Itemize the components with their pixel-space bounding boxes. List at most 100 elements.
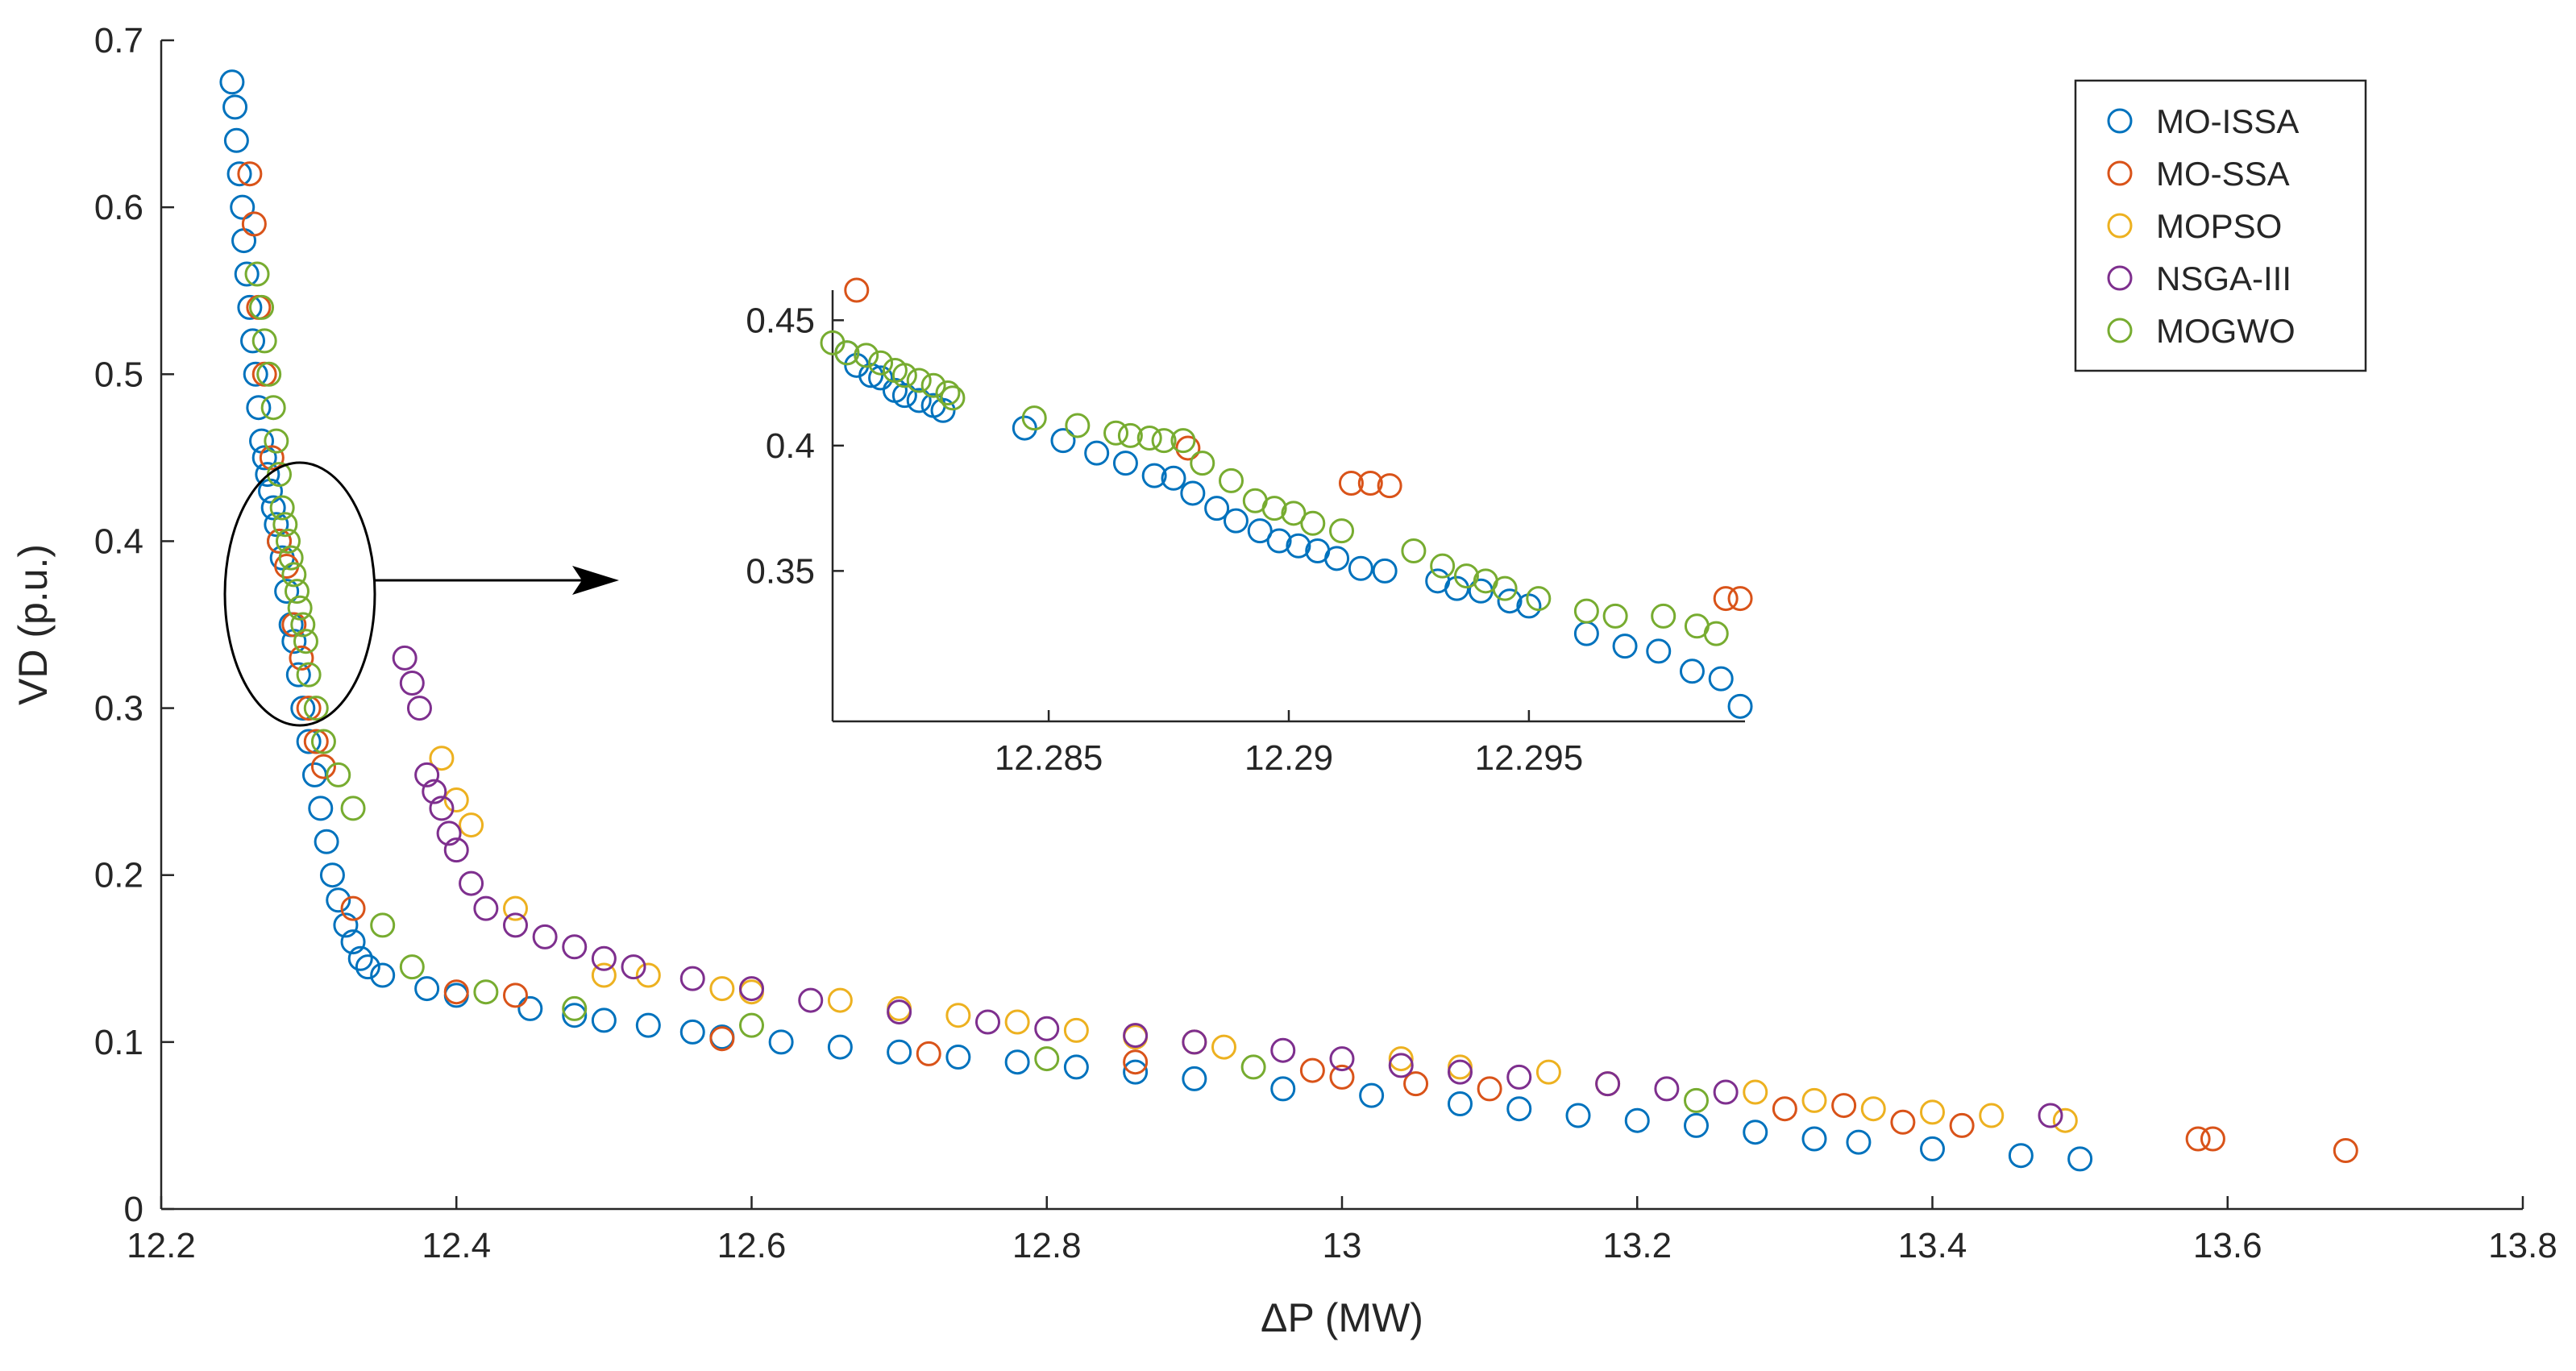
inset-y-tick-label: 0.45 [746, 301, 815, 340]
inset-data-point [1646, 638, 1672, 664]
inset-data-point [1703, 621, 1729, 646]
data-point [709, 1026, 735, 1052]
data-point [1448, 1091, 1473, 1116]
inset-data-point [1180, 480, 1206, 506]
x-axis-label: ΔP (MW) [1261, 1295, 1423, 1340]
data-point [289, 645, 314, 671]
data-point [414, 762, 440, 787]
data-point [1034, 1046, 1060, 1072]
data-point [231, 228, 257, 254]
data-point [621, 954, 646, 980]
data-point [275, 528, 301, 554]
data-point [310, 729, 336, 754]
data-point [340, 929, 366, 955]
data-point [562, 934, 588, 960]
inset-data-point [1651, 603, 1676, 629]
x-tick-label: 12.6 [717, 1226, 787, 1265]
inset-data-point [1357, 471, 1383, 496]
data-point [1359, 1082, 1385, 1108]
data-point [1063, 1017, 1089, 1043]
data-point [1506, 1064, 1532, 1090]
data-point [260, 395, 286, 421]
inset-y-tick-label: 0.4 [766, 426, 815, 466]
data-point [296, 729, 322, 754]
series-mopso [429, 746, 2078, 1133]
data-point [223, 127, 249, 153]
data-point [945, 1003, 971, 1028]
inset-data-point [1526, 586, 1552, 612]
data-point [2185, 1126, 2211, 1152]
inset-data-point [1112, 451, 1138, 476]
inset-x-tick-label: 12.285 [995, 738, 1103, 778]
inset-data-point [1573, 598, 1599, 624]
inset-data-point [1348, 555, 1373, 581]
data-point [293, 629, 318, 654]
legend-marker [2107, 160, 2133, 186]
data-point [1506, 1096, 1532, 1122]
data-point [945, 1045, 971, 1070]
data-point [1846, 1129, 1872, 1155]
data-point [443, 979, 469, 1005]
data-point [503, 983, 528, 1008]
data-point [2333, 1138, 2358, 1163]
zoom-annotation [223, 461, 619, 727]
inset-series-mogwo [820, 330, 1729, 646]
data-point [1123, 1059, 1149, 1085]
y-tick-label: 0 [124, 1190, 143, 1229]
data-point [1182, 1029, 1207, 1055]
x-tick-label: 12.2 [127, 1226, 196, 1265]
legend-marker [2107, 318, 2133, 343]
inset-data-point [1727, 693, 1753, 719]
y-axis-label: VD (p.u.) [10, 544, 56, 705]
data-point [1831, 1093, 1857, 1119]
data-point [2008, 1143, 2034, 1169]
data-point [1388, 1046, 1414, 1072]
x-tick-label: 13.8 [2488, 1226, 2557, 1265]
inset-data-point [1050, 428, 1076, 454]
data-point [1388, 1053, 1414, 1078]
data-point [679, 1019, 705, 1045]
inset-data-point [868, 365, 894, 391]
data-point [1477, 1076, 1502, 1102]
data-point [459, 870, 484, 896]
data-point [827, 1034, 853, 1060]
data-point [340, 895, 366, 921]
data-point [1535, 1059, 1561, 1085]
data-point [272, 512, 298, 538]
data-point [256, 361, 282, 387]
inset-data-point [858, 363, 884, 388]
data-point [473, 895, 499, 921]
data-point [326, 887, 351, 913]
data-point [249, 294, 275, 320]
series-nsga-iii [392, 645, 2063, 1128]
data-point [326, 762, 351, 787]
data-point [240, 328, 266, 354]
inset-data-point [920, 372, 946, 398]
data-point [2200, 1126, 2225, 1152]
data-point [429, 796, 455, 821]
inset-data-point [834, 340, 860, 366]
data-point [887, 1039, 912, 1065]
data-point [422, 779, 447, 804]
inset-data-point [844, 277, 870, 303]
inset-data-point [1713, 586, 1739, 612]
data-point [1329, 1046, 1355, 1072]
data-point [370, 962, 396, 988]
inset-data-point [1602, 603, 1628, 629]
main-plot: 12.2 12.4 12.6 12.8 13 13.2 13.4 13.6 13.8 0 0.1 0.… [10, 21, 2557, 1340]
data-point [1595, 1071, 1621, 1097]
data-point [303, 696, 329, 721]
legend-marker [2107, 213, 2133, 239]
data-point [1448, 1054, 1473, 1080]
inset-data-point [1204, 496, 1230, 521]
data-point [246, 395, 272, 421]
legend: MO-ISSA MO-SSA MOPSO NSGA-III MOGWO [2074, 79, 2367, 372]
inset-series-mo-issa [834, 340, 1753, 719]
data-point [473, 979, 499, 1005]
inset-y-tick-label: 0.35 [746, 551, 815, 591]
data-point [296, 696, 322, 721]
data-point [226, 161, 252, 187]
data-point [443, 837, 469, 863]
legend-label: MO-SSA [2156, 155, 2290, 193]
